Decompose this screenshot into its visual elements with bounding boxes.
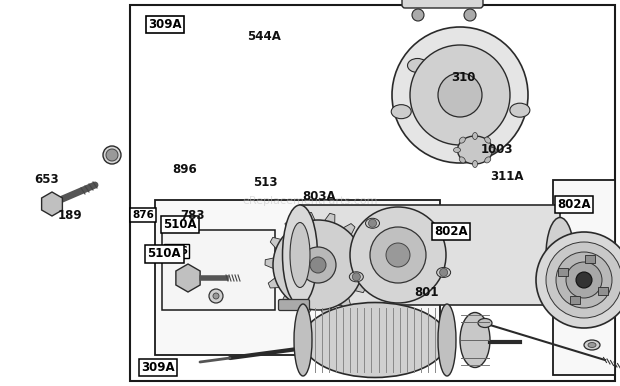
- Ellipse shape: [510, 103, 530, 117]
- Circle shape: [352, 273, 360, 281]
- Polygon shape: [320, 306, 332, 318]
- Text: 189: 189: [58, 209, 82, 222]
- Text: 510A: 510A: [163, 218, 197, 231]
- Ellipse shape: [283, 205, 317, 305]
- Ellipse shape: [546, 217, 574, 293]
- Ellipse shape: [459, 157, 466, 163]
- Text: 653: 653: [34, 173, 59, 186]
- Circle shape: [209, 289, 223, 303]
- Circle shape: [536, 232, 620, 328]
- Text: 1003: 1003: [480, 143, 513, 156]
- Text: 802A: 802A: [434, 225, 467, 238]
- Polygon shape: [268, 277, 281, 288]
- Text: 513: 513: [253, 176, 278, 189]
- Ellipse shape: [438, 304, 456, 376]
- Circle shape: [556, 252, 612, 308]
- Text: 309A: 309A: [148, 18, 182, 31]
- Ellipse shape: [460, 313, 490, 367]
- Ellipse shape: [453, 147, 461, 152]
- Ellipse shape: [407, 59, 428, 73]
- Text: 801: 801: [414, 286, 439, 299]
- Bar: [155, 200, 440, 355]
- FancyBboxPatch shape: [402, 0, 483, 8]
- Circle shape: [440, 268, 448, 276]
- Circle shape: [438, 73, 482, 117]
- Ellipse shape: [459, 137, 466, 143]
- Circle shape: [576, 272, 592, 288]
- Polygon shape: [353, 280, 366, 293]
- Circle shape: [412, 9, 424, 21]
- Circle shape: [410, 45, 510, 145]
- Bar: [300, 205, 560, 305]
- Ellipse shape: [366, 218, 379, 228]
- Text: 802A: 802A: [557, 198, 591, 211]
- Ellipse shape: [588, 342, 596, 347]
- Ellipse shape: [472, 161, 477, 168]
- Ellipse shape: [303, 303, 448, 378]
- Circle shape: [386, 243, 410, 267]
- Text: 310: 310: [451, 71, 476, 85]
- Polygon shape: [339, 296, 351, 310]
- Circle shape: [392, 27, 528, 163]
- Text: 876: 876: [166, 246, 188, 256]
- Bar: [559, 268, 569, 276]
- Text: 510A: 510A: [148, 247, 181, 261]
- Circle shape: [310, 257, 326, 273]
- Text: 876: 876: [132, 210, 154, 220]
- Ellipse shape: [478, 318, 492, 327]
- Text: 311A: 311A: [490, 170, 523, 183]
- Circle shape: [213, 293, 219, 299]
- Ellipse shape: [472, 132, 477, 139]
- FancyBboxPatch shape: [278, 300, 309, 310]
- Text: eReplacementParts.com: eReplacementParts.com: [242, 196, 378, 206]
- Bar: [585, 255, 595, 263]
- Polygon shape: [324, 213, 335, 225]
- Circle shape: [464, 9, 476, 21]
- Circle shape: [273, 220, 363, 310]
- Polygon shape: [42, 192, 63, 216]
- Polygon shape: [281, 293, 294, 306]
- Bar: [130, 5, 615, 381]
- Polygon shape: [176, 264, 200, 292]
- Polygon shape: [301, 305, 312, 317]
- Text: 803A: 803A: [303, 190, 336, 203]
- Polygon shape: [360, 261, 371, 273]
- Polygon shape: [265, 257, 276, 269]
- Bar: [162, 230, 275, 310]
- Circle shape: [300, 247, 336, 283]
- Bar: [553, 180, 615, 375]
- Ellipse shape: [290, 222, 310, 288]
- Text: 783: 783: [180, 209, 205, 222]
- Text: 309A: 309A: [141, 361, 175, 374]
- Ellipse shape: [391, 105, 411, 119]
- Polygon shape: [270, 237, 283, 250]
- Circle shape: [566, 262, 602, 298]
- Polygon shape: [342, 223, 355, 237]
- Circle shape: [546, 242, 620, 318]
- Ellipse shape: [490, 147, 497, 152]
- Circle shape: [350, 207, 446, 303]
- Circle shape: [106, 149, 118, 161]
- Polygon shape: [285, 220, 298, 234]
- Bar: [570, 296, 580, 304]
- Ellipse shape: [294, 304, 312, 376]
- Circle shape: [370, 227, 426, 283]
- Ellipse shape: [458, 136, 492, 164]
- Ellipse shape: [485, 137, 491, 143]
- Ellipse shape: [103, 146, 121, 164]
- Ellipse shape: [436, 267, 451, 278]
- Ellipse shape: [485, 157, 491, 163]
- Circle shape: [368, 219, 376, 227]
- Polygon shape: [355, 242, 368, 253]
- Text: 544A: 544A: [247, 30, 281, 43]
- Bar: [598, 286, 608, 295]
- Polygon shape: [304, 212, 316, 224]
- Ellipse shape: [584, 340, 600, 350]
- Text: 896: 896: [172, 163, 197, 176]
- Ellipse shape: [349, 272, 363, 282]
